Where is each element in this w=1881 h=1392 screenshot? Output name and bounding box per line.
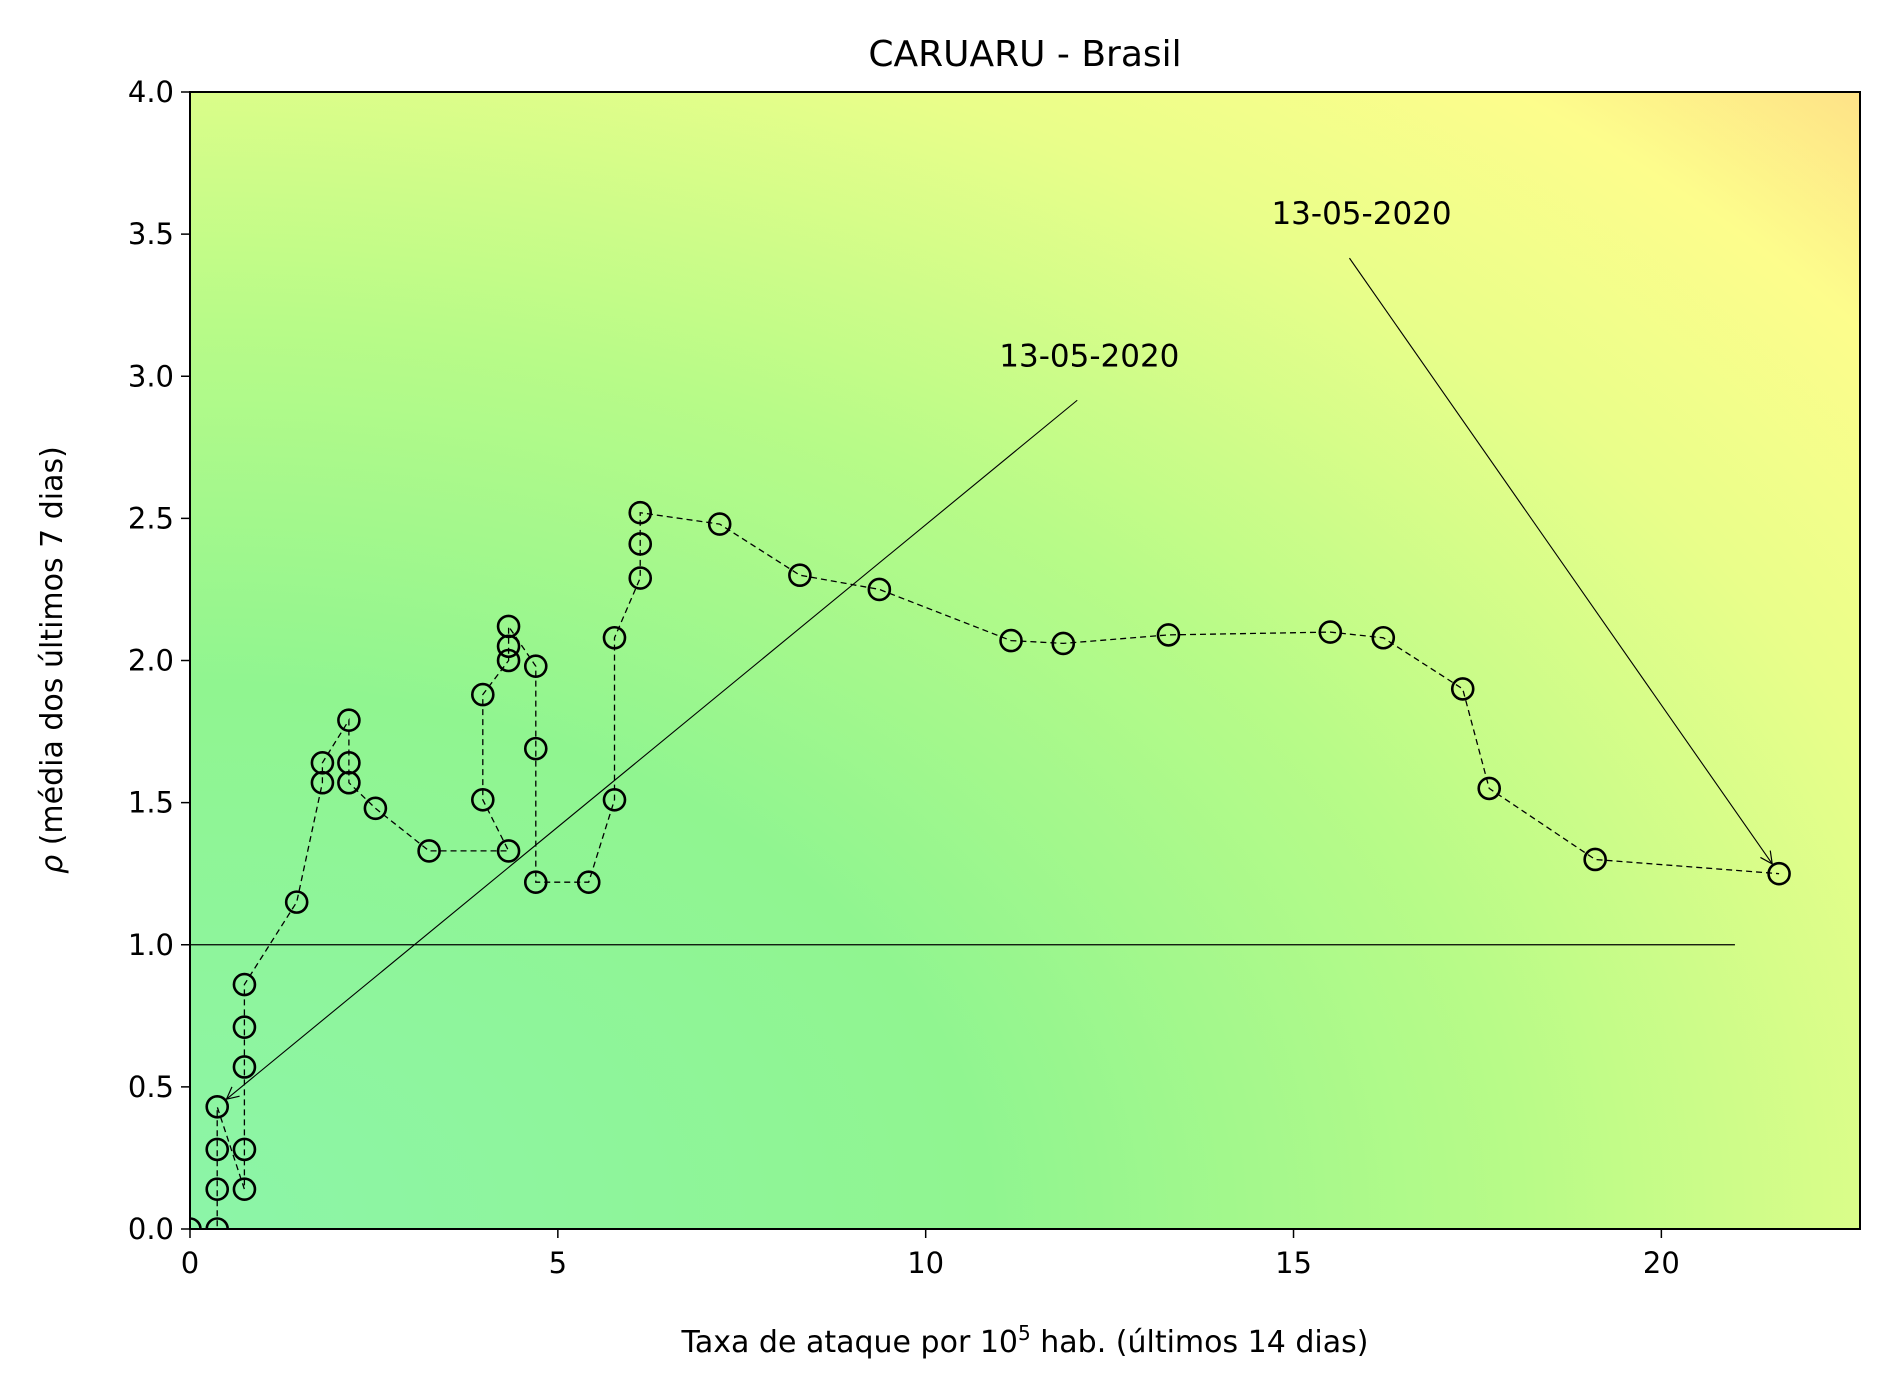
x-tick-label: 10 [907, 1246, 944, 1280]
x-axis-label-prefix: Taxa de ataque por 10 [681, 1325, 1018, 1360]
data-point [628, 566, 653, 590]
data-point [523, 654, 548, 678]
annotation-label: 13-05-2020 [1271, 196, 1451, 232]
y-tick-label: 1.0 [128, 928, 174, 962]
data-point [232, 1015, 257, 1039]
y-tick-label: 3.0 [128, 359, 174, 393]
data-point [707, 512, 732, 536]
y-axis-label-text: (média dos últimos 7 dias) [35, 446, 70, 855]
x-tick-label: 5 [549, 1246, 567, 1280]
series-line [190, 511, 1780, 1229]
data-point [523, 736, 548, 761]
data-point [337, 708, 361, 732]
data-point [1767, 861, 1791, 886]
data-point [232, 1055, 257, 1079]
data-point [1371, 625, 1396, 650]
annotation-label: 13-05-2020 [999, 338, 1179, 374]
data-point [867, 577, 892, 602]
data-point [496, 648, 521, 673]
data-point [417, 839, 441, 863]
x-axis-label-superscript: 5 [1018, 1321, 1031, 1345]
data-point [602, 787, 627, 812]
data-point [1477, 776, 1502, 801]
data-point [232, 1137, 257, 1162]
data-point [284, 890, 309, 914]
y-tick-label: 4.0 [128, 75, 174, 109]
annotation-arrow [1349, 257, 1772, 864]
y-tick-label: 0.0 [128, 1212, 174, 1246]
data-point [471, 787, 495, 812]
data-point [1318, 620, 1343, 644]
data-point [471, 682, 495, 707]
y-axis: 0.0 0.5 1.0 1.5 2.0 2.5 3.0 3.5 4.0 [128, 75, 190, 1246]
data-point [496, 614, 521, 639]
y-tick-label: 2.5 [128, 501, 174, 535]
data-point [205, 1137, 230, 1162]
data-point [232, 972, 257, 997]
data-point [1156, 623, 1181, 647]
data-point [999, 628, 1023, 653]
y-axis-label: ρ (média dos últimos 7 dias) [35, 446, 70, 874]
data-point [205, 1217, 230, 1229]
x-tick-label: 20 [1643, 1246, 1680, 1280]
data-point [628, 500, 653, 525]
x-axis: 0 5 10 15 20 [181, 1229, 1680, 1280]
data-point [496, 839, 521, 863]
y-tick-label: 0.5 [128, 1070, 174, 1104]
data-point [628, 532, 653, 556]
data-point [363, 796, 388, 821]
data-point [576, 870, 601, 895]
x-tick-label: 15 [1275, 1246, 1312, 1280]
data-point [1450, 677, 1475, 701]
annotation-arrow [226, 399, 1078, 1099]
y-tick-label: 1.5 [128, 786, 174, 820]
data-point [337, 770, 361, 795]
data-point [1583, 847, 1607, 872]
data-point [523, 870, 548, 895]
data-point [788, 563, 812, 588]
data-point [602, 625, 627, 650]
plot-background [190, 92, 1860, 1229]
y-axis-label-symbol: ρ [35, 855, 70, 874]
x-axis-label-suffix: hab. (últimos 14 dias) [1031, 1325, 1369, 1360]
data-point [232, 1177, 257, 1202]
y-tick-label: 3.5 [128, 217, 174, 251]
chart-title: CARUARU - Brasil [868, 34, 1181, 75]
data-point [205, 1094, 230, 1119]
data-point [1051, 631, 1076, 656]
y-tick-label: 2.0 [128, 644, 174, 678]
x-tick-label: 0 [181, 1246, 199, 1280]
data-point [205, 1177, 230, 1202]
data-point [310, 751, 335, 775]
x-axis-label: Taxa de ataque por 105 hab. (últimos 14 … [681, 1321, 1369, 1360]
